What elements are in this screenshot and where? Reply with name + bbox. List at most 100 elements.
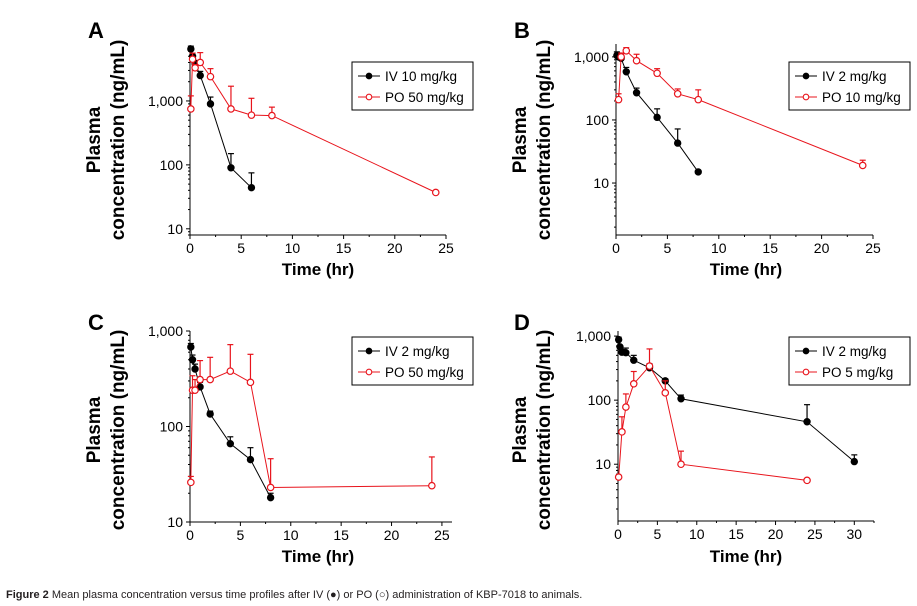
legend: IV 2 mg/kg PO 50 mg/kg	[351, 336, 474, 386]
x-tick-label: 20	[387, 240, 403, 256]
legend-marker	[365, 368, 373, 376]
legend-marker	[802, 72, 810, 80]
x-tick-label: 25	[865, 240, 881, 256]
data-point	[191, 365, 199, 373]
legend-label: PO 50 mg/kg	[385, 90, 464, 105]
data-point	[187, 45, 195, 53]
legend: IV 2 mg/kg PO 10 mg/kg	[788, 61, 911, 111]
data-point	[661, 389, 670, 397]
legend: IV 2 mg/kg PO 5 mg/kg	[788, 336, 911, 386]
legend-marker	[802, 93, 810, 101]
legend: IV 10 mg/kg PO 50 mg/kg	[351, 61, 474, 111]
y-tick-label: 10	[593, 175, 609, 191]
data-point	[247, 183, 256, 192]
y-tick-label: 100	[586, 112, 610, 128]
legend-label: IV 10 mg/kg	[385, 69, 457, 84]
y-axis-label-line2: concentration (ng/mL)	[534, 330, 555, 531]
series-po	[614, 348, 811, 485]
data-point	[266, 493, 275, 502]
y-tick-label: 100	[160, 157, 184, 173]
data-point	[614, 335, 623, 344]
x-tick-label: 25	[807, 526, 823, 542]
x-tick-label: 25	[434, 527, 450, 543]
y-axis-label-line1: Plasma	[510, 396, 531, 463]
data-point	[632, 56, 641, 65]
legend-box	[351, 336, 474, 386]
x-tick-label: 0	[186, 240, 194, 256]
x-tick-label: 10	[285, 240, 301, 256]
data-point	[191, 386, 199, 394]
data-point	[196, 71, 204, 80]
series-po	[614, 46, 867, 170]
data-point	[226, 440, 235, 448]
x-tick-label: 15	[333, 527, 349, 543]
series-line	[190, 370, 432, 489]
data-point	[196, 58, 205, 67]
data-point	[617, 53, 625, 61]
panel-letter: D	[514, 310, 530, 335]
data-point	[188, 55, 197, 63]
x-tick-label: 20	[814, 240, 830, 256]
legend-marker	[802, 368, 810, 376]
data-point	[630, 356, 638, 364]
x-axis-label: Time (hr)	[710, 547, 782, 566]
legend-label: PO 50 mg/kg	[385, 365, 464, 380]
x-tick-label: 0	[186, 527, 194, 543]
y-tick-label: 1,000	[148, 93, 183, 109]
x-axis-label: Time (hr)	[282, 547, 354, 566]
data-point	[206, 100, 215, 108]
x-tick-label: 15	[728, 526, 744, 542]
y-tick-label: 10	[167, 221, 183, 237]
x-tick-label: 20	[384, 527, 400, 543]
y-tick-label: 10	[167, 514, 183, 530]
series-line	[190, 48, 252, 189]
y-tick-label: 1,000	[148, 323, 183, 339]
legend-marker	[365, 72, 373, 80]
x-tick-label: 10	[689, 526, 705, 542]
legend-label: PO 10 mg/kg	[822, 90, 901, 105]
data-point	[622, 46, 631, 55]
data-point	[653, 69, 661, 78]
y-axis-label-line1: Plasma	[84, 396, 105, 463]
series-iv	[614, 335, 859, 466]
data-point	[187, 343, 195, 351]
x-tick-label: 5	[653, 526, 661, 542]
data-point	[618, 428, 626, 436]
series-po	[187, 52, 440, 197]
data-point	[629, 379, 638, 388]
x-axis-label: Time (hr)	[710, 260, 782, 279]
x-axis-label: Time (hr)	[282, 260, 354, 279]
legend-marker	[365, 93, 373, 101]
data-point	[622, 403, 630, 411]
panel-b: B Plasma concentration (ng/mL) 0 5 10 15 20 25 Ti…	[510, 18, 911, 279]
y-tick-label: 10	[595, 456, 611, 472]
y-tick-label: 1,000	[574, 49, 609, 65]
legend-label: PO 5 mg/kg	[822, 365, 893, 380]
data-point	[673, 139, 682, 147]
x-tick-label: 15	[336, 240, 352, 256]
figure-caption-text: Mean plasma concentration versus time pr…	[51, 589, 583, 601]
panel-letter: C	[88, 310, 104, 335]
legend-label: IV 2 mg/kg	[385, 344, 450, 359]
y-tick-label: 100	[588, 392, 612, 408]
data-point	[622, 349, 630, 357]
panel-letter: A	[88, 18, 104, 43]
figure-caption: Figure 2 Mean plasma concentration versu…	[6, 589, 582, 601]
data-point	[803, 418, 811, 426]
legend-marker	[365, 347, 373, 355]
x-tick-label: 0	[612, 240, 620, 256]
panel-c: C Plasma concentration (ng/mL) 0 5 10 15 20 25 Ti…	[84, 310, 474, 566]
legend-box	[351, 61, 474, 111]
x-tick-label: 10	[711, 240, 727, 256]
data-point	[268, 111, 276, 120]
data-point	[247, 111, 256, 119]
y-axis-label-line2: concentration (ng/mL)	[534, 40, 555, 241]
y-axis-label-line1: Plasma	[510, 106, 531, 173]
legend-box	[788, 336, 911, 386]
y-tick-label: 1,000	[576, 328, 611, 344]
data-point	[632, 89, 641, 97]
data-point	[850, 457, 859, 466]
data-point	[645, 362, 654, 370]
data-point	[187, 105, 195, 113]
